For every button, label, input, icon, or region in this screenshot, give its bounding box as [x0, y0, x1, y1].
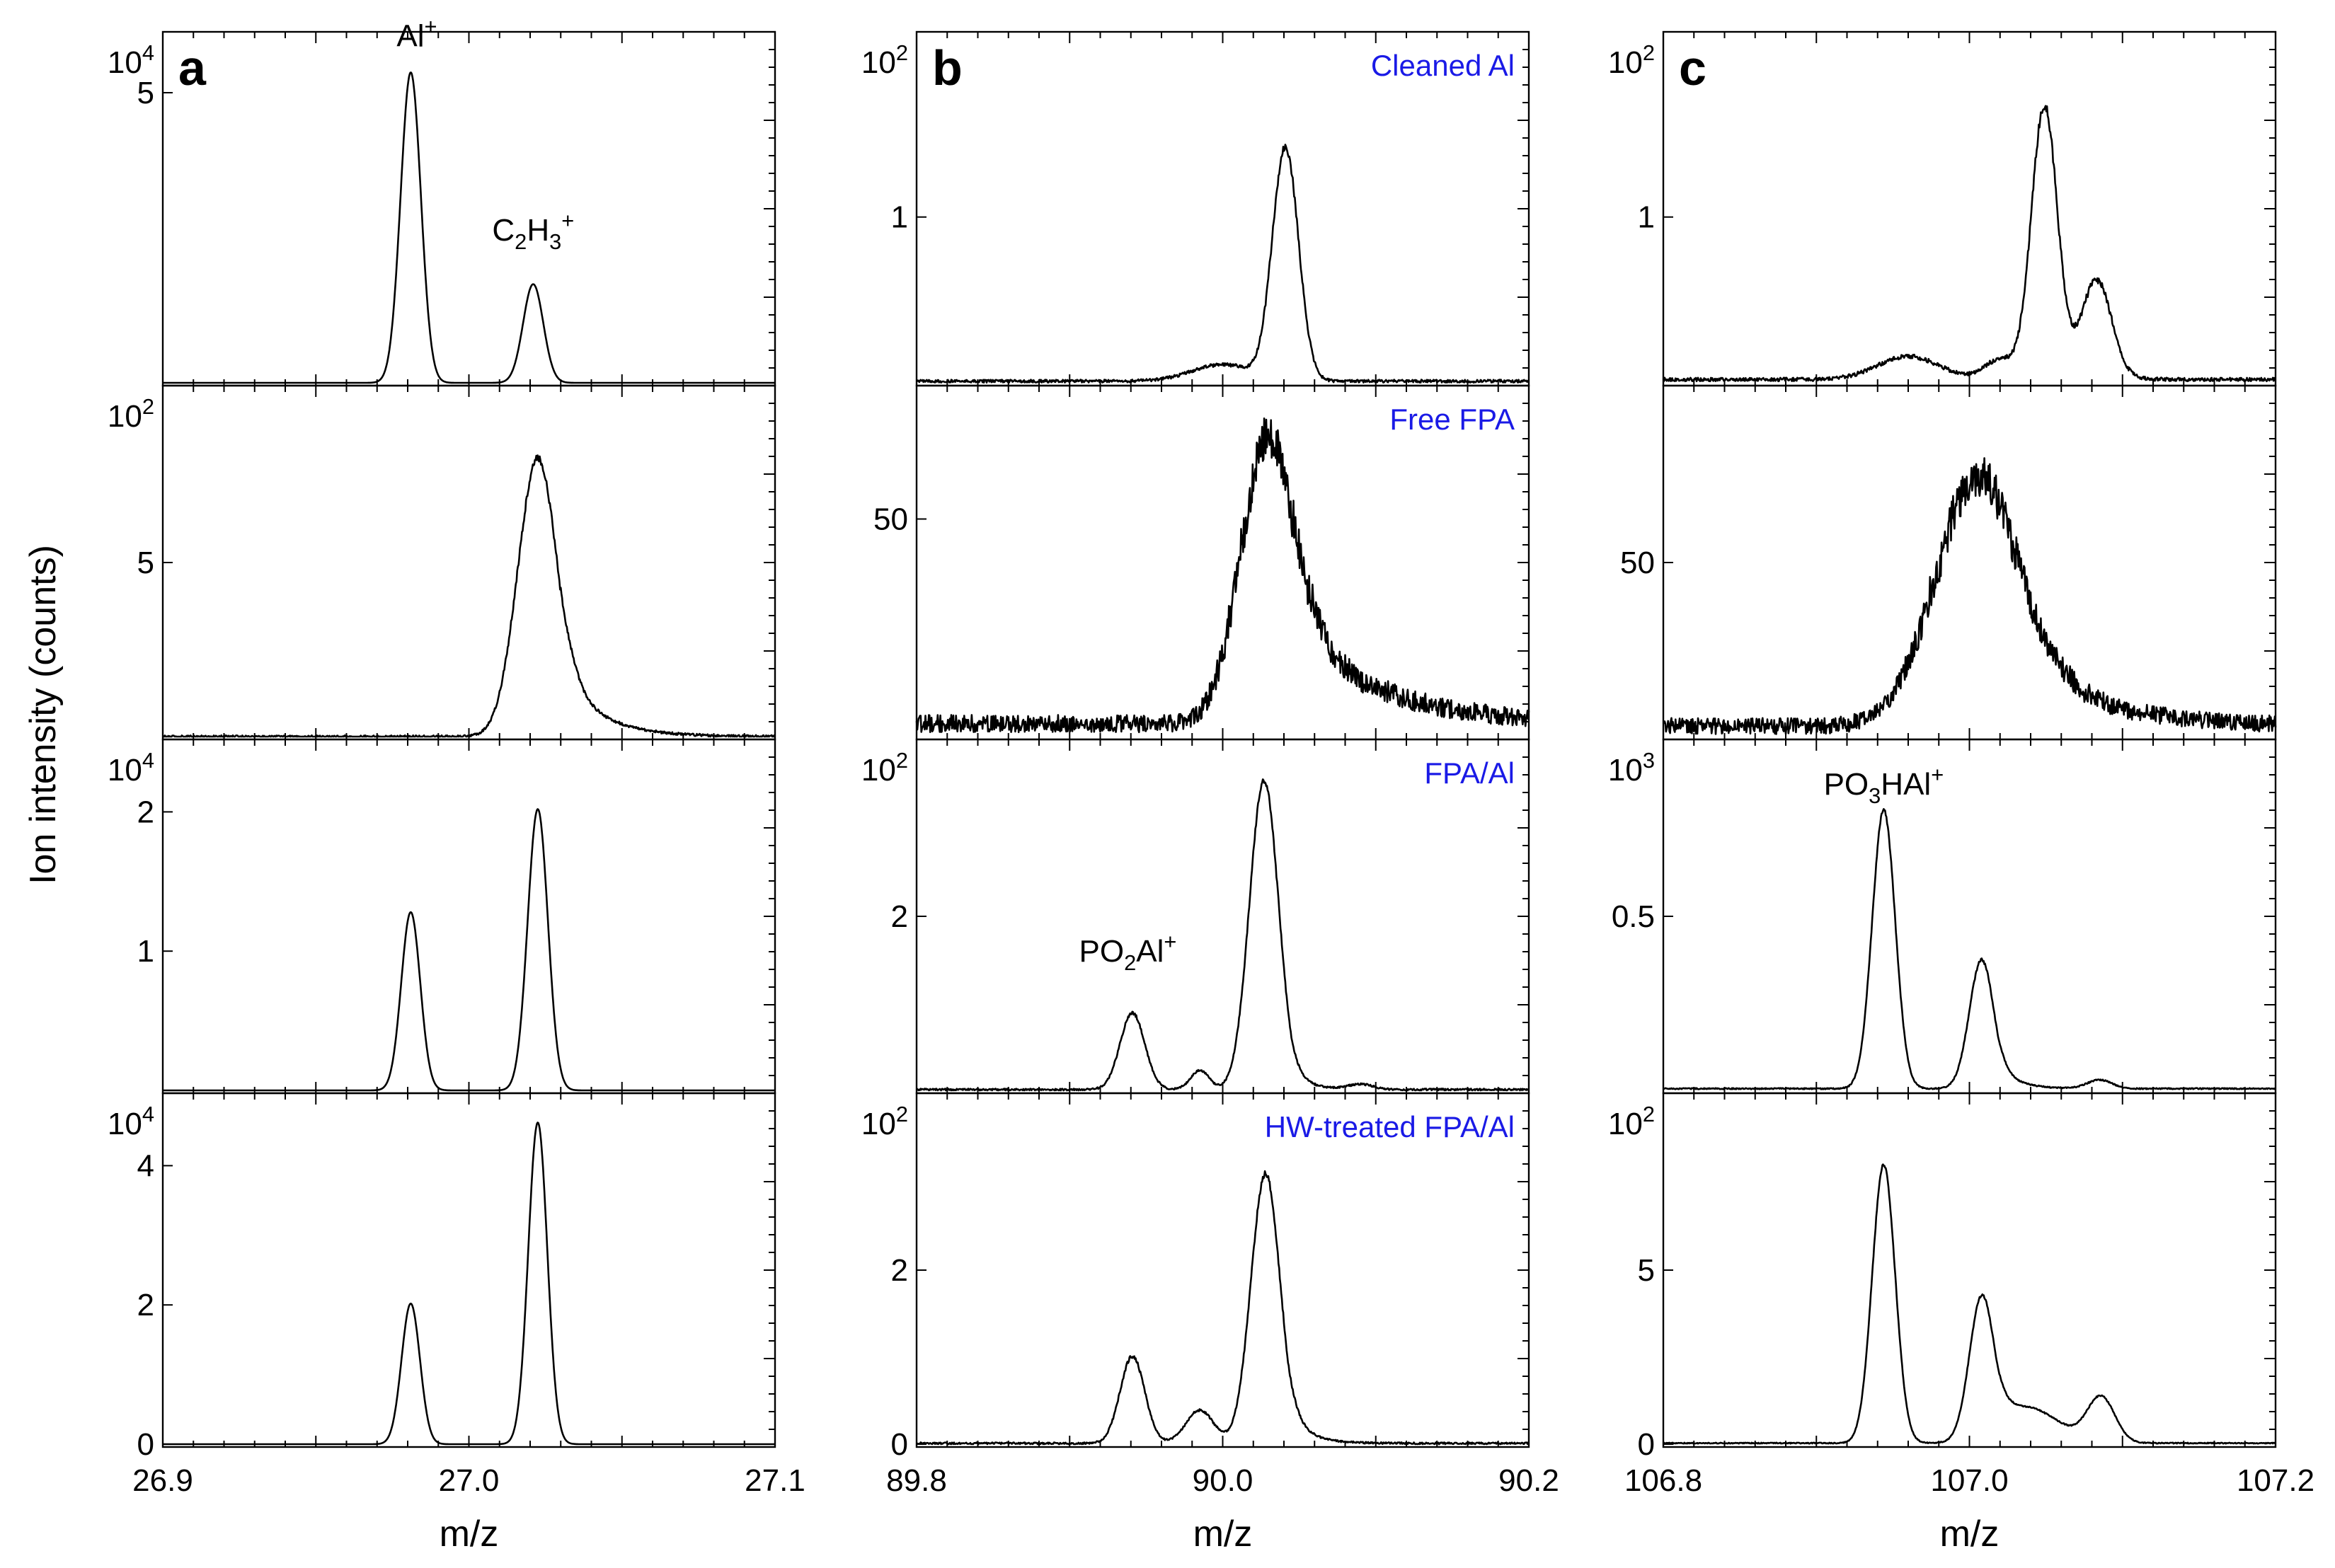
x-tick-label: 27.0: [439, 1463, 500, 1498]
panel-frame: [161, 30, 776, 387]
spectrum-panel-a3: 1 2 104​: [108, 738, 776, 1095]
sample-label: HW-treated FPA/Al: [1265, 1110, 1515, 1143]
y-tick-label: 1: [1638, 200, 1655, 235]
spectrum-trace: [162, 1122, 776, 1446]
y-tick-label: 4: [137, 1148, 154, 1183]
y-tick-label: 1: [137, 934, 154, 969]
spectrum-trace: [1663, 808, 2276, 1090]
spectrum-panel-b2: 50 Free FPA: [873, 384, 1530, 741]
y-tick-label: 2: [891, 899, 908, 934]
y-tick-label: 50: [873, 502, 908, 537]
y-tick-label: 5: [137, 546, 154, 580]
y-tick-label: 0: [1638, 1427, 1655, 1462]
panel-frame: [161, 384, 776, 741]
spectrum-panel-a4: 0 2 4 104​: [108, 1092, 776, 1462]
y-scale-exponent: 104​: [108, 40, 154, 80]
spectrum-panel-a2: 5 102​: [108, 384, 776, 741]
panel-frame: [1662, 1092, 2277, 1448]
y-tick-label: 0: [137, 1427, 154, 1462]
column-a: a26.927.027.1m/z5104​Al+​C2H3+​5102​1210…: [108, 13, 805, 1555]
spectrum-trace: [916, 778, 1530, 1092]
y-tick-label: 1: [891, 200, 908, 235]
panel-frame: [915, 384, 1530, 741]
panel-letter-a: a: [178, 40, 207, 96]
spectrum-panel-b4: 0 2 102​ HW-treated FPA/Al: [861, 1092, 1530, 1462]
y-scale-exponent: 103​: [1608, 748, 1655, 788]
panel-frame: [915, 738, 1530, 1095]
y-scale-exponent: 102​: [108, 394, 154, 434]
spectrum-trace: [162, 454, 776, 738]
panel-frame: [915, 30, 1530, 387]
x-tick-label: 106.8: [1624, 1463, 1702, 1498]
y-tick-label: 0: [891, 1427, 908, 1462]
spectrum-panel-c3: 0.5 103​ PO3HAl+​: [1608, 738, 2277, 1095]
x-axis-label: m/z: [1193, 1514, 1253, 1555]
column-b: b 89.8 90.0 90.2 m/z 1 102​ Cleaned Al 50 Free FP…: [861, 30, 1559, 1555]
y-tick-label: 2: [137, 1288, 154, 1322]
y-axis-label: Ion intensity (counts): [23, 545, 64, 884]
panel-frame: [1662, 738, 2277, 1095]
y-scale-exponent: 102​: [1608, 40, 1655, 80]
x-axis-label: m/z: [440, 1514, 499, 1555]
x-tick-label: 90.0: [1193, 1463, 1253, 1498]
spectrum-trace: [162, 71, 776, 384]
y-scale-exponent: 102​: [861, 748, 908, 788]
sample-label: Cleaned Al: [1371, 49, 1515, 82]
panel-letter-b: b: [932, 40, 963, 96]
x-tick-label: 107.2: [2237, 1463, 2314, 1498]
spectrum-panel-b1: 1 102​ Cleaned Al: [861, 30, 1530, 387]
y-tick-label: 5: [1638, 1253, 1655, 1288]
spectrum-panel-c2: 50: [1620, 384, 2277, 741]
y-tick-label: 2: [137, 795, 154, 829]
peak-label: C2H3+​: [492, 208, 574, 254]
x-tick-label: 90.2: [1498, 1463, 1559, 1498]
column-c: c106.8107.0107.2m/z1102​500.5103​PO3HAl+…: [1608, 30, 2314, 1555]
spectrum-trace: [916, 1170, 1530, 1446]
y-tick-label: 2: [891, 1253, 908, 1288]
spectrum-trace: [1662, 105, 2276, 383]
spectrum-trace: [916, 144, 1530, 384]
y-scale-exponent: 102​: [861, 1102, 908, 1141]
x-tick-label: 89.8: [886, 1463, 947, 1498]
spectrum-panel-b3: 2 102​ FPA/Al PO2Al+​: [861, 738, 1530, 1095]
panel-letter-c: c: [1679, 40, 1706, 96]
spectrum-trace: [1663, 1163, 2276, 1445]
y-scale-exponent: 104​: [108, 748, 154, 788]
panel-frame: [1662, 30, 2277, 387]
sample-label: FPA/Al: [1424, 756, 1515, 790]
y-scale-exponent: 104​: [108, 1102, 154, 1141]
panel-frame: [161, 1092, 776, 1448]
y-tick-label: 50: [1620, 546, 1655, 580]
spectrum-trace: [915, 417, 1530, 734]
spectrum-trace: [1663, 457, 2277, 735]
y-scale-exponent: 102​: [1608, 1102, 1655, 1141]
peak-label: PO3HAl+​: [1824, 762, 1944, 808]
peak-label: PO2Al+​: [1079, 929, 1177, 975]
spectrum-trace: [162, 808, 776, 1092]
peak-label: Al+​: [396, 13, 437, 53]
x-tick-label: 26.9: [132, 1463, 193, 1498]
x-tick-label: 107.0: [1930, 1463, 2008, 1498]
spectra-panels: a26.927.027.1m/z5104​Al+​C2H3+​5102​1210…: [108, 13, 2314, 1555]
panel-frame: [1662, 384, 2277, 741]
panel-frame: [915, 1092, 1530, 1448]
y-tick-label: 0.5: [1612, 899, 1655, 934]
y-scale-exponent: 102​: [861, 40, 908, 80]
x-tick-label: 27.1: [745, 1463, 805, 1498]
sample-label: Free FPA: [1389, 403, 1515, 436]
spectrum-panel-c1: 1 102​: [1608, 30, 2277, 387]
panel-frame: [161, 738, 776, 1095]
y-tick-label: 5: [137, 76, 154, 110]
spectrum-panel-c4: 0 5 102​: [1608, 1092, 2277, 1462]
x-axis-label: m/z: [1940, 1514, 2000, 1555]
